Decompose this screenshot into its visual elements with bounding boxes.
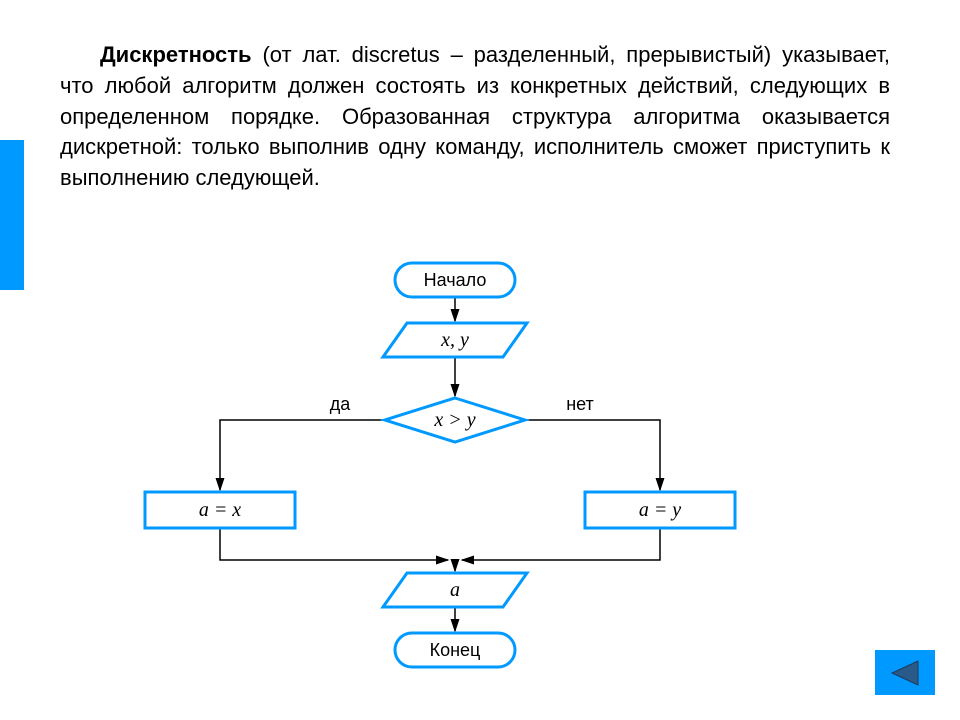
node-process-right-label: a = y [639,499,681,521]
edge-decision-no [525,420,660,490]
node-end-label: Конец [430,640,481,660]
node-output-label: a [450,579,460,601]
flowchart-svg: да нет Начало x, y x > y a = x a = y a К… [130,260,780,670]
main-content: Дискретность (от лат. discretus – раздел… [60,40,890,194]
back-arrow-icon [888,659,922,687]
label-yes: да [330,394,352,414]
edge-decision-yes [220,420,385,490]
node-input-label: x, y [440,329,469,351]
node-decision-label: x > y [433,409,475,431]
edge-right-merge [462,528,660,560]
edge-left-merge [220,528,448,560]
back-button[interactable] [875,650,935,695]
node-start-label: Начало [424,270,487,290]
definition-paragraph: Дискретность (от лат. discretus – раздел… [60,40,890,194]
label-no: нет [566,394,594,414]
accent-sidebar [0,140,24,290]
node-process-left-label: a = x [199,499,241,521]
term-bold: Дискретность [100,42,252,67]
flowchart-diagram: да нет Начало x, y x > y a = x a = y a К… [130,260,780,670]
